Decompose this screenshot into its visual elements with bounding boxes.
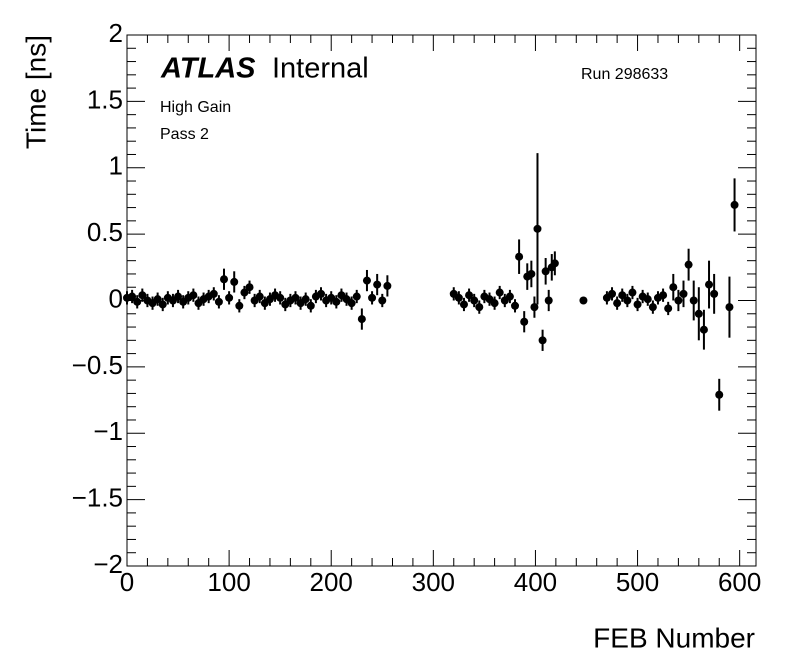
data-point — [694, 309, 703, 318]
data-point — [240, 288, 249, 297]
data-point — [541, 267, 550, 276]
y-tick-label: 1.5 — [87, 84, 123, 114]
data-point — [138, 291, 147, 300]
atlas-label: ATLAS — [160, 53, 256, 85]
x-axis-title: FEB Number — [593, 622, 755, 653]
data-point — [710, 289, 719, 298]
x-tick-label: 600 — [718, 567, 761, 597]
data-point — [158, 300, 167, 309]
data-point — [628, 288, 637, 297]
data-point — [490, 299, 499, 308]
y-tick-label: −1 — [93, 416, 123, 446]
data-point — [515, 252, 524, 261]
y-tick-label: −2 — [93, 549, 123, 579]
run-label: Run 298633 — [581, 66, 668, 83]
data-point — [579, 296, 588, 305]
x-tick-label: 300 — [412, 567, 455, 597]
y-tick-label: −0.5 — [72, 350, 123, 380]
data-point — [174, 292, 183, 301]
data-point — [133, 297, 142, 306]
data-point — [225, 293, 234, 302]
data-point — [291, 293, 300, 302]
data-point — [715, 390, 724, 399]
data-point — [679, 289, 688, 298]
data-point — [699, 325, 708, 334]
data-point — [544, 296, 553, 305]
data-point — [383, 281, 392, 290]
data-point — [209, 289, 218, 298]
y-axis-title: Time [ns] — [20, 35, 51, 149]
data-point — [357, 315, 366, 324]
x-tick-label: 0 — [120, 567, 134, 597]
data-point — [527, 269, 536, 278]
data-point — [618, 291, 627, 300]
x-tick-label: 400 — [514, 567, 557, 597]
data-point — [245, 283, 254, 292]
data-point — [276, 293, 285, 302]
data-point — [550, 259, 559, 268]
data-point — [520, 317, 529, 326]
data-point — [306, 301, 315, 310]
data-point — [659, 291, 668, 300]
data-point — [664, 304, 673, 313]
data-point — [608, 289, 617, 298]
data-point — [153, 295, 162, 304]
y-tick-label: −1.5 — [72, 483, 123, 513]
data-point — [255, 292, 264, 301]
data-point — [623, 296, 632, 305]
y-tick-label: 1 — [109, 151, 123, 181]
data-point — [725, 303, 734, 312]
data-point — [235, 301, 244, 310]
y-tick-label: 0 — [109, 283, 123, 313]
data-point — [347, 299, 356, 308]
data-point — [669, 283, 678, 292]
data-point — [470, 296, 479, 305]
data-point — [538, 336, 547, 345]
data-point — [633, 300, 642, 309]
data-point — [189, 291, 198, 300]
data-point — [373, 280, 382, 289]
data-point — [362, 276, 371, 285]
data-point — [368, 293, 377, 302]
data-point — [230, 277, 239, 286]
data-point — [495, 288, 504, 297]
data-point — [730, 200, 739, 209]
data-point — [332, 297, 341, 306]
y-tick-label: 0.5 — [87, 217, 123, 247]
data-point — [459, 300, 468, 309]
data-point — [613, 299, 622, 308]
data-point — [533, 224, 542, 233]
x-tick-label: 200 — [310, 567, 353, 597]
data-point — [128, 292, 137, 301]
data-point — [475, 303, 484, 312]
data-point — [454, 293, 463, 302]
data-point — [511, 301, 520, 310]
data-point — [648, 303, 657, 312]
data-point — [301, 295, 310, 304]
data-point — [317, 289, 326, 298]
x-tick-label: 500 — [616, 567, 659, 597]
data-point — [220, 275, 229, 284]
data-point — [378, 296, 387, 305]
internal-label: Internal — [272, 53, 369, 85]
x-tick-label: 100 — [207, 567, 250, 597]
data-point — [505, 292, 514, 301]
data-point — [530, 303, 539, 312]
pass-label: Pass 2 — [160, 126, 209, 143]
data-point — [214, 297, 223, 306]
data-point — [689, 296, 698, 305]
data-point — [705, 280, 714, 289]
gain-label: High Gain — [160, 99, 231, 116]
data-point — [643, 295, 652, 304]
data-point — [352, 292, 361, 301]
data-point — [465, 291, 474, 300]
y-tick-label: 2 — [109, 18, 123, 48]
data-point — [684, 260, 693, 269]
data-point — [674, 296, 683, 305]
